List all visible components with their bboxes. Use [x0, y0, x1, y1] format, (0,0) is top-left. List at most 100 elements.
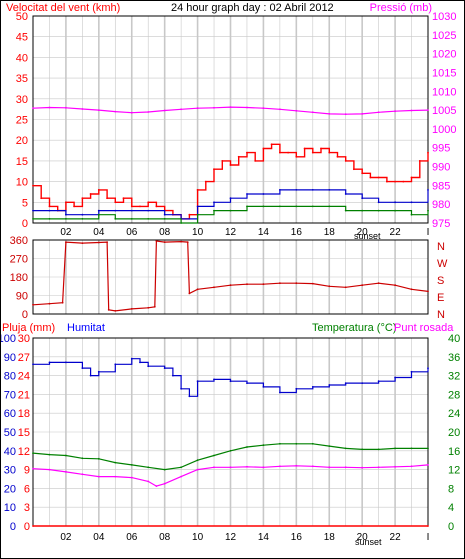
data-point [73, 205, 75, 208]
data-point [97, 213, 100, 216]
wind-direction-axis: 0 90 180 270 360 [10, 235, 28, 321]
data-point [279, 442, 281, 445]
data-point [394, 110, 396, 113]
data-point [114, 310, 117, 312]
data-point [295, 282, 298, 285]
rain-tick-label: 3 [24, 502, 30, 514]
data-point [394, 284, 396, 287]
data-point [97, 241, 100, 244]
top-x-axis: 02 04 06 08 10 12 14 16 18 20 22 I [60, 227, 429, 238]
data-point [114, 461, 117, 464]
mid-series [32, 240, 429, 312]
humidity-tick-label: 80 [4, 371, 16, 383]
data-point [344, 209, 347, 212]
data-point [344, 447, 347, 450]
top-right-axis: 975 980 985 990 995 1000 1005 1010 1015 1020 1025 1… [432, 11, 456, 230]
data-point [97, 457, 100, 460]
data-point [229, 466, 232, 469]
data-point [89, 374, 92, 377]
data-point [311, 111, 314, 114]
data-point [410, 465, 413, 468]
hour-tick-label: 10 [192, 532, 204, 543]
data-point [262, 444, 265, 447]
data-point [97, 209, 100, 212]
data-point [48, 361, 51, 364]
pressure-tick-label: 1005 [432, 105, 456, 117]
wind-direction-line [32, 240, 429, 312]
data-point [81, 457, 84, 460]
data-point [394, 180, 396, 183]
data-point [65, 241, 67, 244]
data-point [114, 475, 117, 478]
data-point [377, 380, 380, 383]
wind-tick-label: 50 [16, 11, 28, 23]
wind-tick-label: 5 [22, 197, 28, 209]
data-point [155, 205, 158, 208]
data-point [328, 285, 331, 288]
hour-tick-label: 18 [324, 532, 336, 543]
data-point [153, 305, 156, 308]
data-point [361, 172, 364, 175]
graph-title: 24 hour graph day : 02 Abril 2012 [171, 2, 334, 14]
data-point [410, 288, 413, 291]
humidity-tick-label: 90 [4, 352, 16, 364]
temperature-tick-label: 32 [448, 371, 460, 383]
data-point [81, 213, 84, 216]
data-point [180, 475, 183, 478]
pressure-tick-label: 1015 [432, 67, 456, 79]
dew-point-title: Punt rosada [394, 322, 454, 334]
data-point [114, 110, 117, 113]
data-point [48, 209, 51, 212]
hour-tick-label: 08 [159, 227, 171, 238]
data-point [163, 213, 166, 216]
data-point [163, 218, 166, 220]
data-point [246, 151, 248, 154]
hour-tick-label: I [427, 227, 430, 238]
pressure-tick-label: 1000 [432, 124, 456, 136]
data-point [410, 201, 413, 204]
direction-tick-label: 0 [22, 309, 28, 321]
rain-tick-label: 0 [24, 521, 30, 533]
data-point [246, 382, 248, 384]
data-point [287, 151, 289, 154]
humidity-title: Humitat [67, 322, 105, 334]
data-point [213, 454, 215, 457]
data-point [213, 168, 215, 171]
data-point [394, 465, 396, 468]
data-point [427, 209, 429, 212]
wind-speed-title: Velocitat del vent (kmh) [6, 2, 120, 14]
data-point [246, 446, 248, 448]
data-point [386, 180, 388, 183]
data-point [361, 209, 364, 212]
pressure-title: Pressió (mb) [370, 2, 432, 14]
data-point [311, 189, 314, 191]
data-point [204, 180, 207, 183]
data-point [377, 448, 380, 451]
data-point [427, 290, 429, 293]
data-point [114, 201, 117, 204]
data-point [147, 480, 150, 483]
humidity-tick-label: 10 [4, 502, 16, 514]
top-series [32, 106, 429, 224]
hour-tick-label: 10 [192, 227, 204, 238]
data-point [147, 306, 150, 309]
data-point [344, 193, 347, 195]
hour-tick-label: 22 [390, 227, 402, 238]
data-point [48, 106, 51, 109]
wind-tick-label: 15 [16, 156, 28, 168]
hour-tick-label: 04 [93, 532, 105, 543]
data-point [295, 464, 298, 467]
data-point [295, 109, 298, 112]
data-point [311, 465, 314, 468]
data-point [188, 292, 191, 295]
data-point [394, 447, 396, 450]
data-point [106, 241, 108, 244]
data-point [369, 176, 372, 179]
wind-tick-label: 0 [22, 218, 28, 230]
data-point [328, 384, 331, 386]
data-point [361, 466, 364, 469]
data-point [32, 218, 34, 220]
data-point [180, 108, 183, 111]
data-point [246, 465, 248, 468]
